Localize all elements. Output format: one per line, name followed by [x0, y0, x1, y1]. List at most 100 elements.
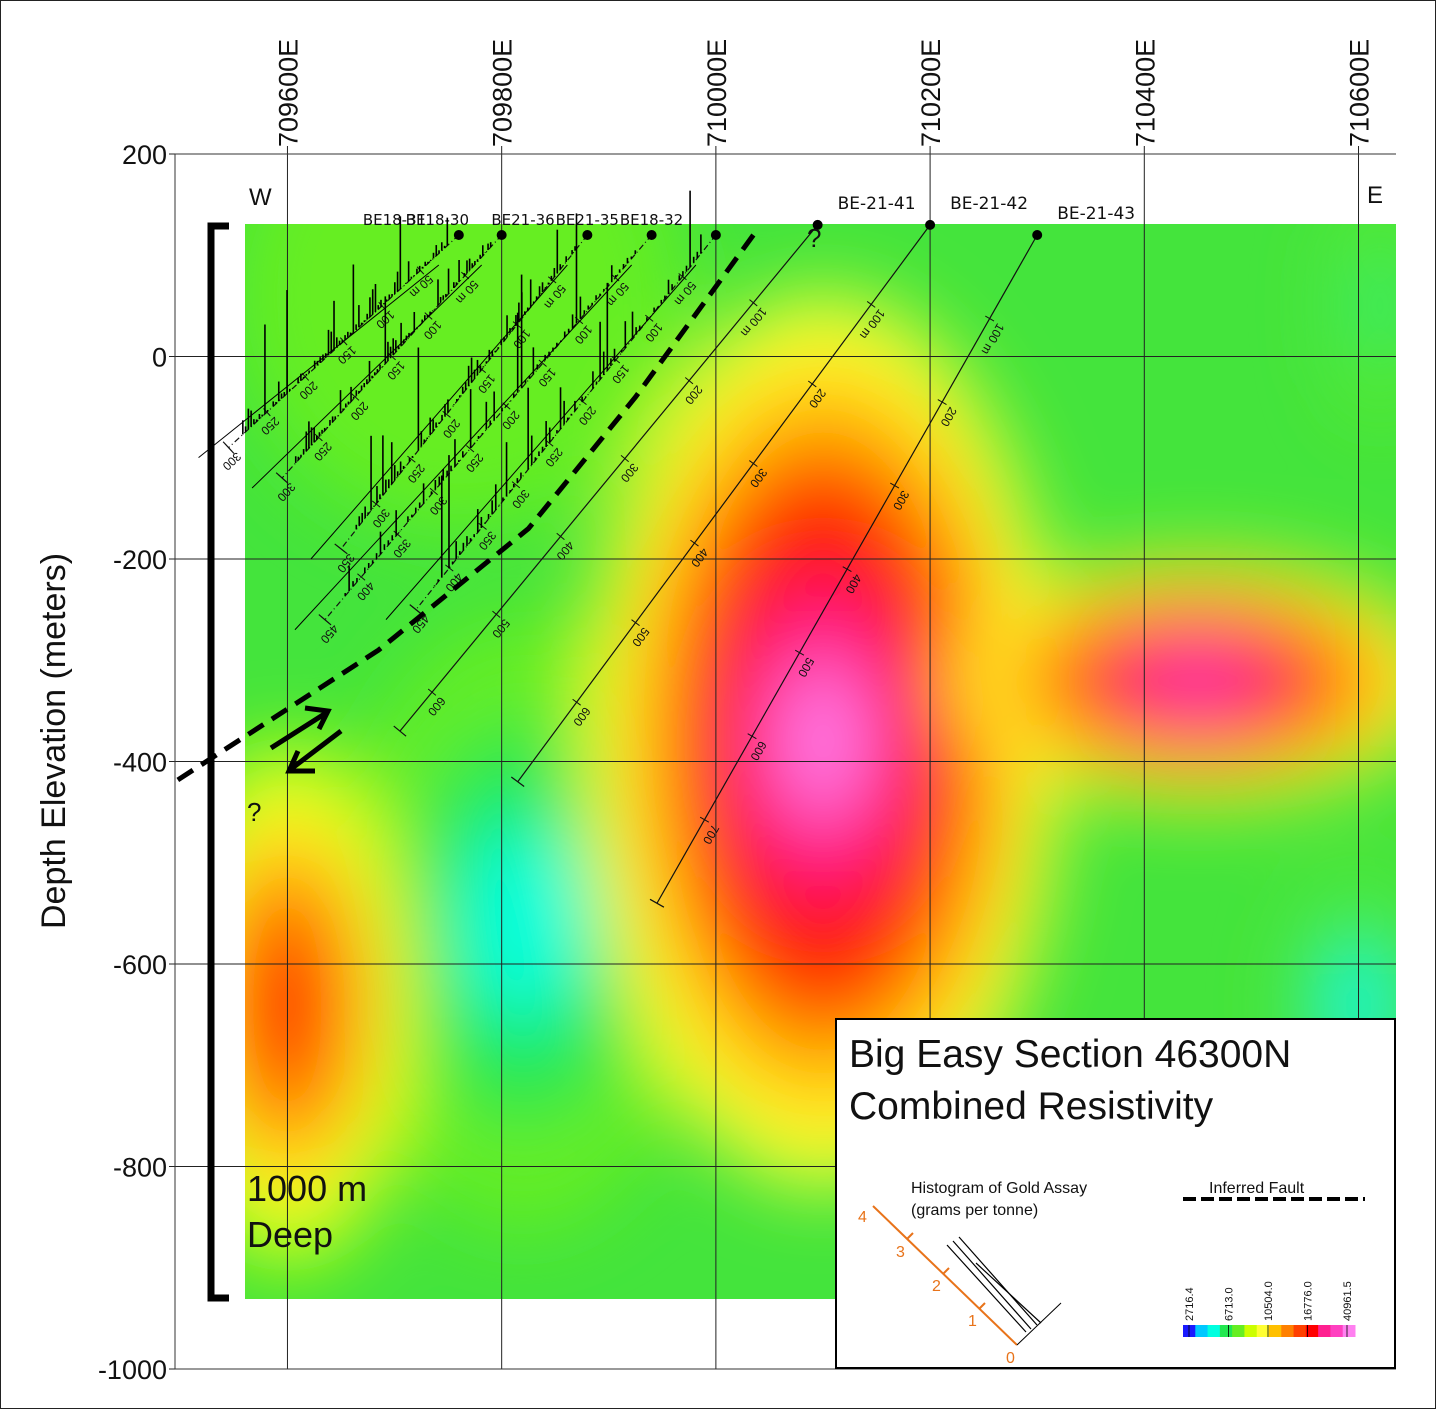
drill-collar-marker: [925, 219, 936, 230]
histogram-baseline: [294, 264, 632, 631]
y-tick-label: 200: [122, 140, 167, 170]
fault-legend-label: Inferred Fault: [1209, 1180, 1305, 1197]
depth-tick: [427, 688, 437, 696]
drill-hole-name: BE-21-41: [838, 194, 916, 214]
depth-tick: [678, 273, 687, 281]
colorbar-swatch: [1244, 1325, 1258, 1337]
colorbar-swatch: [1195, 1325, 1209, 1337]
drill-hole-end-cap: [510, 776, 525, 787]
colorbar-swatch: [1269, 1325, 1282, 1337]
resistivity-body-4-shell-5: [1156, 660, 1239, 701]
colorbar-label: 2716.4: [1184, 1287, 1196, 1321]
depth-tick: [807, 380, 817, 388]
depth-tick: [351, 393, 360, 401]
colorbar-labels: 2716.4 6713.0 10504.0 16776.0 40961.5: [1184, 1281, 1354, 1337]
depth-tick: [794, 649, 805, 656]
drill-collar-marker: [646, 230, 657, 240]
drill-collar-marker: [496, 230, 507, 240]
fault-movement-arrows-icon: [269, 705, 343, 774]
depth-tick: [866, 301, 876, 308]
depth-tick: [749, 460, 758, 467]
depth-tick: [890, 482, 900, 489]
depth-tick: [224, 443, 233, 452]
resistivity-body-6-shell-5: [1372, 287, 1388, 325]
depth-tick: [511, 481, 521, 489]
depth-tick: [572, 698, 581, 706]
colorbar-label: 40961.5: [1342, 1281, 1354, 1321]
depth-tick: [407, 455, 416, 463]
x-tick-label: 709800E: [488, 39, 518, 147]
histogram-scale-0: 0: [1006, 1350, 1015, 1367]
colorbar-swatch: [1330, 1325, 1344, 1337]
fault-question-mark-bottom: ?: [247, 797, 261, 827]
scale-bar-label-line1: 1000 m: [247, 1168, 367, 1209]
depth-label: 300: [220, 449, 244, 473]
colorbar-swatch: [1207, 1325, 1221, 1337]
drill-collar-marker: [710, 230, 721, 240]
depth-tick: [749, 299, 758, 307]
histogram-legend-unit: (grams per tonne): [911, 1202, 1038, 1219]
depth-tick: [442, 410, 451, 418]
y-tick-label: -1000: [98, 1355, 167, 1385]
drill-hole-name: BE21-36: [491, 211, 554, 229]
depth-tick: [336, 545, 346, 553]
histogram-scale-icon: 0 1 2 3 4: [858, 1205, 1062, 1367]
depth-tick: [556, 532, 565, 540]
drill-collar-marker: [1032, 230, 1043, 240]
drill-hole-trace: [415, 234, 717, 610]
x-tick-labels: 709600E 709800E 710000E 710200E 710400E 71060…: [273, 39, 1374, 147]
drill-collar-marker: [812, 219, 823, 230]
depth-tick: [684, 377, 694, 385]
colorbar-swatch: [1305, 1325, 1319, 1337]
histogram-scale-3: 3: [896, 1244, 905, 1261]
depth-tick: [631, 619, 640, 627]
depth-tick: [620, 454, 630, 463]
inferred-fault-line: [173, 233, 756, 784]
colorbar-swatch: [1342, 1325, 1356, 1337]
depth-tick: [477, 366, 487, 373]
x-tick-label: 710400E: [1130, 39, 1160, 147]
depth-tick: [747, 733, 757, 740]
depth-tick: [465, 445, 475, 453]
drill-collar-marker: [453, 230, 464, 240]
histogram-legend-title: Histogram of Gold Assay: [911, 1180, 1087, 1197]
drill-hole-trace: [324, 234, 653, 621]
histogram-scale-1: 1: [968, 1313, 977, 1330]
drill-hole-name: BE-21-42: [950, 194, 1028, 214]
depth-tick: [842, 566, 852, 573]
drill-hole-name: BE18-32: [620, 211, 683, 229]
y-tick-label: -800: [113, 1153, 167, 1183]
histogram-scale-4: 4: [858, 1209, 867, 1226]
x-tick-label: 710000E: [702, 39, 732, 147]
colorbar-swatch: [1281, 1325, 1295, 1337]
drill-collar-marker: [582, 230, 593, 240]
drill-hole-name: BE-21-43: [1057, 204, 1135, 224]
chart-title: Big Easy Section 46300N: [849, 1033, 1291, 1076]
colorbar-label: 10504.0: [1263, 1281, 1275, 1321]
scale-bar-label-line2: Deep: [247, 1214, 333, 1255]
colorbar-label: 16776.0: [1303, 1281, 1315, 1321]
depth-tick: [411, 606, 421, 614]
drill-hole-trace: [340, 234, 588, 550]
colorbar-swatch: [1318, 1325, 1331, 1337]
depth-tick: [699, 816, 710, 823]
depth-tick: [492, 610, 501, 618]
drill-hole-name: BE21-35: [556, 211, 619, 229]
x-tick-label: 709600E: [273, 39, 303, 147]
depth-tick: [985, 315, 995, 322]
depth-scale-bracket: [207, 222, 229, 1302]
y-tick-label: -400: [113, 748, 167, 778]
depth-tick: [611, 356, 621, 364]
histogram-baseline: [310, 264, 568, 560]
chart-subtitle: Combined Resistivity: [849, 1085, 1214, 1128]
depth-tick: [937, 399, 947, 405]
colorbar-swatch: [1293, 1325, 1307, 1337]
depth-tick: [538, 359, 547, 367]
y-tick-labels: 200 0 -200 -400 -600 -800 -1000: [98, 140, 167, 1385]
drill-hole-trace: [517, 224, 931, 783]
resistivity-body-0-shell-5: [421, 256, 497, 335]
resistivity-body-1-shell-5: [492, 872, 554, 975]
histogram-baseline: [385, 264, 697, 620]
